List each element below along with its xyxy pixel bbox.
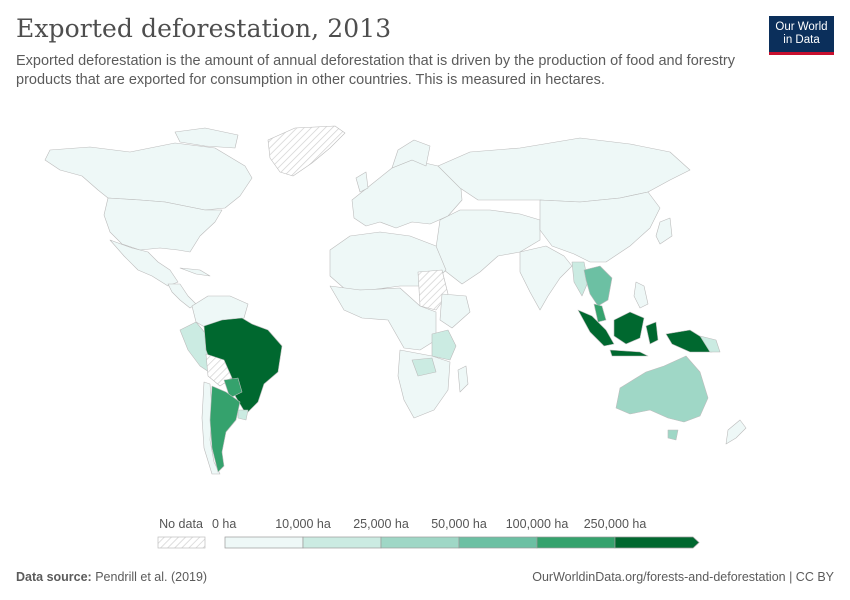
region-paraguay[interactable] — [223, 377, 243, 399]
region-united-states[interactable] — [103, 197, 223, 253]
region-argentina[interactable] — [209, 385, 241, 473]
region-northern-south-america[interactable] — [191, 295, 249, 331]
region-australia[interactable] — [615, 355, 709, 423]
region-borneo[interactable] — [613, 311, 645, 345]
legend-bin-label: 10,000 ha — [275, 517, 331, 531]
region-horn-of-africa[interactable] — [439, 293, 471, 329]
legend-no-data-label: No data — [159, 517, 203, 531]
legend-bin-swatch[interactable] — [302, 536, 382, 549]
map-legend: No data 0 ha 10,000 ha 25,000 ha 50,000 ha 1… — [157, 517, 700, 549]
legend-bin-label: 0 ha — [212, 517, 236, 531]
region-indonesia-java[interactable] — [609, 349, 649, 357]
legend-bin-label: 250,000 ha — [584, 517, 647, 531]
region-japan[interactable] — [655, 217, 673, 245]
region-scandinavia[interactable] — [391, 139, 431, 169]
region-russia[interactable] — [437, 137, 691, 203]
chart-title: Exported deforestation, 2013 — [16, 14, 392, 43]
source-label: Data source: — [16, 570, 92, 584]
legend-bin-swatch[interactable] — [224, 536, 304, 549]
region-philippines[interactable] — [633, 281, 649, 309]
legend-no-data-swatch — [157, 536, 206, 549]
legend-bin-label: 50,000 ha — [431, 517, 487, 531]
region-cuba[interactable] — [179, 267, 211, 277]
region-malaysia-peninsula[interactable] — [593, 303, 607, 323]
legend-bin-swatch[interactable] — [380, 536, 460, 549]
region-arctic-islands[interactable] — [174, 127, 239, 149]
region-united-kingdom[interactable] — [355, 171, 369, 193]
owid-logo[interactable]: Our World in Data — [769, 16, 834, 55]
region-zambia[interactable] — [411, 357, 437, 377]
region-canada[interactable] — [44, 142, 253, 211]
region-mexico[interactable] — [109, 239, 179, 287]
region-southern-africa[interactable] — [397, 349, 451, 419]
region-new-zealand[interactable] — [725, 419, 747, 445]
region-uruguay[interactable] — [237, 409, 249, 421]
region-greenland[interactable] — [267, 125, 346, 177]
footer-link[interactable]: OurWorldinData.org/forests-and-deforesta… — [532, 570, 834, 584]
region-tasmania[interactable] — [667, 429, 679, 441]
region-china[interactable] — [539, 191, 661, 263]
legend-bin-swatch[interactable] — [458, 536, 538, 549]
world-map — [44, 125, 747, 475]
region-indonesia-sumatra[interactable] — [577, 309, 615, 347]
region-india[interactable] — [519, 245, 573, 311]
footer: Data source: Pendrill et al. (2019) OurW… — [16, 570, 834, 584]
chart-subtitle: Exported deforestation is the amount of … — [16, 53, 736, 88]
source-text[interactable]: Pendrill et al. (2019) — [95, 570, 208, 584]
logo-line-1: Our World — [775, 21, 828, 33]
region-madagascar[interactable] — [457, 365, 469, 393]
region-mainland-southeast-asia[interactable] — [583, 265, 613, 307]
legend-bins: 0 ha 10,000 ha 25,000 ha 50,000 ha 100,000 h… — [212, 517, 700, 549]
region-west-central-africa[interactable] — [329, 285, 437, 351]
region-tanzania[interactable] — [431, 329, 457, 361]
region-indonesia-sulawesi[interactable] — [645, 321, 659, 345]
legend-bin-label: 100,000 ha — [506, 517, 569, 531]
region-central-america[interactable] — [167, 283, 197, 309]
logo-line-2: in Data — [783, 34, 820, 46]
legend-bin-swatch[interactable] — [536, 536, 616, 549]
legend-bin-swatch[interactable] — [614, 536, 700, 549]
region-papua-new-guinea-east[interactable] — [699, 335, 721, 353]
legend-bin-label: 25,000 ha — [353, 517, 409, 531]
